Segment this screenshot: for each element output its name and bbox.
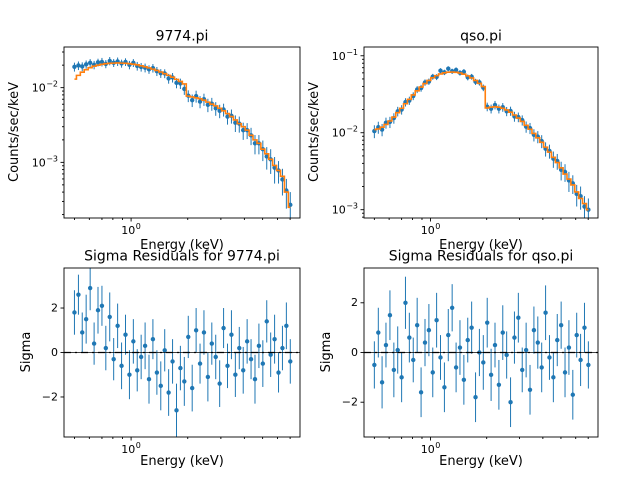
x-axis-label-residuals-9774: Energy (keV) <box>140 453 224 469</box>
y-axis-label-spectrum-9774: Counts/sec/keV <box>6 81 22 183</box>
panel-title-residuals-9774: Sigma Residuals for 9774.pi <box>84 248 280 265</box>
y-axis-label-residuals-9774: Sigma <box>18 331 34 373</box>
panel-title-spectrum-qso: qso.pi <box>460 28 502 45</box>
panel-title-spectrum-9774: 9774.pi <box>155 28 209 45</box>
x-axis-label-residuals-qso: Energy (keV) <box>439 453 523 469</box>
x-axis-label-spectrum-qso: Energy (keV) <box>439 237 523 253</box>
x-axis-label-spectrum-9774: Energy (keV) <box>140 237 224 253</box>
y-axis-label-spectrum-qso: Counts/sec/keV <box>306 81 322 183</box>
panel-title-residuals-qso: Sigma Residuals for qso.pi <box>388 248 574 265</box>
y-axis-label-residuals-qso: Sigma <box>318 331 334 373</box>
